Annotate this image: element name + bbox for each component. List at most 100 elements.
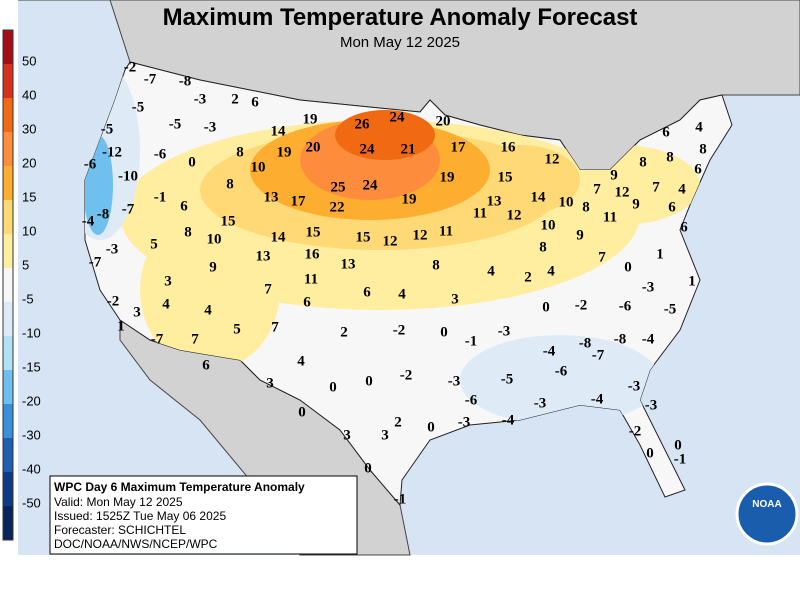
station-value: -2 — [400, 367, 413, 383]
station-value: 17 — [291, 193, 307, 209]
station-value: -8 — [179, 73, 192, 89]
station-value: 0 — [542, 299, 550, 315]
station-value: 1 — [117, 318, 125, 334]
station-value: 8 — [539, 239, 547, 255]
station-value: 4 — [297, 353, 305, 369]
station-value: 24 — [363, 177, 379, 193]
station-value: 3 — [164, 273, 172, 289]
field — [335, 110, 435, 160]
station-value: -12 — [102, 144, 122, 160]
station-value: 19 — [402, 191, 417, 207]
station-value: 7 — [593, 181, 601, 197]
station-value: 15 — [306, 224, 321, 240]
station-value: -1 — [154, 189, 167, 205]
station-value: -7 — [144, 71, 157, 87]
info-line: Forecaster: SCHICHTEL — [54, 523, 186, 537]
legend-label: -30 — [22, 427, 41, 442]
info-title: WPC Day 6 Maximum Temperature Anomaly — [54, 480, 305, 494]
station-value: 6 — [680, 219, 688, 235]
station-value: -3 — [534, 395, 547, 411]
info-line: Issued: 1525Z Tue May 06 2025 — [54, 509, 226, 523]
station-value: 6 — [180, 198, 188, 214]
station-value: 3 — [133, 304, 141, 320]
station-value: -3 — [194, 91, 207, 107]
station-value: 6 — [202, 357, 210, 373]
station-value: 6 — [662, 124, 670, 140]
station-value: -1 — [674, 451, 687, 467]
legend-label: -15 — [22, 359, 41, 374]
station-value: 13 — [256, 248, 271, 264]
station-value: -3 — [642, 279, 655, 295]
station-value: -6 — [555, 363, 568, 379]
legend-swatch — [3, 200, 13, 234]
station-value: -1 — [465, 333, 478, 349]
legend-label: 20 — [22, 155, 36, 170]
legend-swatch — [3, 30, 13, 64]
station-value: 10 — [207, 231, 222, 247]
station-value: 15 — [498, 169, 513, 185]
legend-swatch — [3, 370, 13, 404]
color-legend: 50 40 30 20 15 10 5 -5 -10 -15 -20 -30 -40 -50 — [2, 29, 41, 541]
station-value: 25 — [331, 179, 346, 195]
legend-label: 30 — [22, 121, 36, 136]
station-value: 15 — [221, 213, 236, 229]
station-value: -7 — [151, 331, 164, 347]
station-value: 8 — [666, 149, 674, 165]
legend-swatch — [3, 234, 13, 268]
station-value: 9 — [632, 196, 640, 212]
station-value: 21 — [401, 141, 416, 157]
station-value: 13 — [341, 256, 356, 272]
legend-swatch — [3, 64, 13, 98]
station-value: 2 — [231, 91, 239, 107]
station-value: -1 — [394, 491, 407, 507]
legend-swatch — [3, 132, 13, 166]
subtitle: Mon May 12 2025 — [340, 34, 460, 51]
station-value: 4 — [678, 181, 686, 197]
station-value: -5 — [664, 301, 677, 317]
station-value: 24 — [390, 109, 406, 125]
station-value: 11 — [603, 209, 617, 225]
station-value: 14 — [531, 189, 547, 205]
station-value: 4 — [398, 286, 406, 302]
legend-swatch — [3, 506, 13, 540]
field — [460, 145, 580, 215]
station-value: 6 — [668, 199, 676, 215]
station-value: -5 — [132, 99, 145, 115]
station-value: 0 — [329, 379, 337, 395]
station-value: 4 — [547, 263, 555, 279]
station-value: 20 — [306, 139, 321, 155]
station-value: 8 — [226, 176, 234, 192]
station-value: 6 — [363, 284, 371, 300]
station-value: 24 — [360, 141, 376, 157]
station-value: 3 — [451, 291, 459, 307]
station-value: 4 — [695, 119, 703, 135]
station-value: 22 — [330, 199, 345, 215]
station-value: 7 — [271, 319, 279, 335]
station-value: 16 — [501, 139, 517, 155]
station-value: -6 — [465, 392, 478, 408]
station-value: 8 — [639, 154, 647, 170]
station-value: 7 — [264, 281, 272, 297]
station-value: 19 — [440, 169, 455, 185]
legend-label: -40 — [22, 461, 41, 476]
station-value: 4 — [487, 263, 495, 279]
field — [460, 335, 660, 425]
station-value: 26 — [355, 116, 371, 132]
info-line: DOC/NOAA/NWS/NCEP/WPC — [54, 537, 218, 551]
station-value: 9 — [209, 259, 217, 275]
station-value: 0 — [646, 445, 654, 461]
station-value: 5 — [150, 236, 158, 252]
legend-label: -5 — [22, 291, 34, 306]
station-value: -4 — [591, 391, 604, 407]
station-value: 1 — [656, 246, 664, 262]
station-value: 8 — [432, 257, 440, 273]
title: Maximum Temperature Anomaly Forecast — [163, 4, 638, 31]
station-value: 17 — [451, 139, 467, 155]
station-value: -6 — [619, 298, 632, 314]
station-value: -4 — [502, 412, 515, 428]
station-value: 11 — [473, 205, 487, 221]
station-value: -3 — [458, 414, 471, 430]
station-value: -8 — [97, 206, 110, 222]
